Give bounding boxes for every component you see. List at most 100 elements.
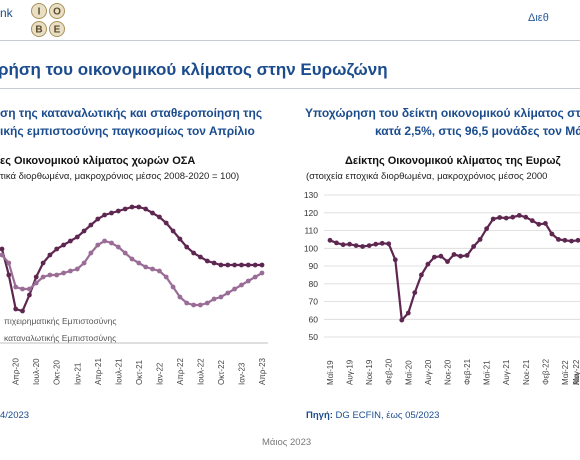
series-2-point bbox=[0, 252, 5, 258]
series-2-point bbox=[252, 274, 258, 280]
series-1-point bbox=[163, 220, 169, 226]
series-2-point bbox=[27, 286, 32, 292]
series-2-point bbox=[40, 274, 46, 280]
x-tick-label: Ιουλ-21 bbox=[114, 358, 123, 385]
x-tick-label: Ιαν-22 bbox=[155, 362, 164, 385]
x-tick-label: Οκτ-22 bbox=[217, 359, 226, 384]
series-1-point bbox=[68, 238, 73, 244]
series-1-point bbox=[20, 308, 25, 314]
esi-point bbox=[536, 221, 542, 227]
brand-name-fragment: nk bbox=[0, 6, 13, 20]
series-1-point bbox=[81, 228, 87, 234]
series-1-point bbox=[198, 254, 203, 260]
series-1-point bbox=[157, 214, 162, 220]
series-2-point bbox=[20, 286, 25, 292]
esi-point bbox=[477, 237, 483, 242]
x-tick-label: Φεβ-20 bbox=[385, 358, 394, 385]
series-1-point bbox=[47, 252, 53, 258]
series-2-point bbox=[245, 278, 251, 284]
series-1-point bbox=[136, 204, 142, 210]
esi-point bbox=[556, 237, 561, 242]
x-tick-label: Αυγ-22 bbox=[572, 359, 580, 385]
series-2-point bbox=[143, 264, 149, 270]
series-2-point bbox=[81, 260, 87, 266]
esi-point bbox=[334, 240, 339, 246]
x-tick-label: Απρ-22 bbox=[176, 357, 185, 385]
iobe-logo: Ι Ο Β Ε bbox=[31, 3, 65, 37]
series-2-point bbox=[74, 266, 80, 272]
esi-point bbox=[366, 243, 372, 248]
series-1-point bbox=[245, 262, 251, 268]
series-1-point bbox=[143, 206, 149, 212]
series-2-point bbox=[204, 300, 210, 306]
series-2-point bbox=[102, 238, 107, 244]
esi-point bbox=[471, 244, 476, 249]
esi-point bbox=[392, 257, 398, 263]
series-1-point bbox=[232, 262, 238, 268]
series-1-point bbox=[170, 228, 176, 234]
x-tick-label: Αυγ-21 bbox=[502, 359, 511, 385]
title-divider bbox=[0, 88, 580, 89]
series-2-point bbox=[218, 294, 224, 300]
esi-point bbox=[543, 221, 548, 226]
esi-point bbox=[464, 253, 470, 258]
series-2-point bbox=[211, 296, 217, 302]
series-2-point bbox=[163, 274, 169, 280]
series-1-point bbox=[129, 204, 135, 210]
esi-point bbox=[575, 237, 580, 243]
right-source-label: Πηγή: bbox=[306, 410, 333, 421]
esi-point bbox=[425, 261, 431, 267]
x-tick-label: Φεβ-21 bbox=[463, 358, 472, 385]
esi-series-line bbox=[329, 214, 579, 323]
esi-point bbox=[451, 252, 457, 257]
right-subtitle: Υποχώρηση του δείκτη οικονομικού κλίματο… bbox=[305, 104, 580, 140]
y-tick-label: 50 bbox=[309, 332, 319, 342]
series-2-point bbox=[47, 272, 53, 278]
series-1-point bbox=[6, 272, 12, 278]
series-1-point bbox=[204, 258, 210, 264]
x-tick-label: Ιουλ-20 bbox=[32, 358, 41, 385]
right-source: Πηγή: DG ECFIN, έως 05/2023 bbox=[306, 410, 439, 421]
series-2-point bbox=[225, 290, 231, 296]
x-tick-label: Οκτ-21 bbox=[135, 359, 144, 384]
x-tick-label: Νοε-20 bbox=[444, 359, 453, 385]
series-2-point bbox=[33, 280, 39, 286]
series-2-point bbox=[170, 284, 176, 290]
esi-point bbox=[386, 241, 392, 247]
x-tick-label: Ιουλ-22 bbox=[196, 358, 205, 385]
series-2-point bbox=[6, 260, 12, 266]
series-1-point bbox=[74, 234, 80, 240]
series-2-point bbox=[122, 250, 128, 256]
x-tick-label: Φεβ-22 bbox=[541, 358, 550, 385]
series-2-point bbox=[150, 266, 155, 272]
x-tick-label: Ιαν-23 bbox=[238, 362, 247, 385]
left-chart-title: ες Οικονομικού κλίματος χωρών ΟΣΑ bbox=[0, 155, 196, 167]
esi-point bbox=[516, 213, 522, 218]
esi-point bbox=[432, 254, 437, 260]
x-tick-label: Απρ-23 bbox=[258, 357, 267, 385]
x-tick-label: Μα bbox=[572, 373, 580, 385]
x-tick-label: Νοε-21 bbox=[522, 359, 531, 385]
series-2-point bbox=[136, 260, 142, 266]
esi-point bbox=[438, 253, 444, 259]
series-1-point bbox=[225, 262, 231, 268]
series-1-point bbox=[95, 216, 101, 222]
esi-point bbox=[510, 214, 516, 220]
svg-text:Ι: Ι bbox=[38, 7, 41, 18]
x-tick-label: Μαϊ-22 bbox=[561, 360, 570, 385]
esi-point bbox=[373, 241, 379, 247]
esi-point bbox=[549, 231, 555, 237]
esi-point bbox=[412, 290, 418, 295]
esi-point bbox=[484, 226, 489, 232]
series-2-point bbox=[198, 302, 203, 308]
series-2-point bbox=[109, 240, 114, 246]
page-title: ρήση του οικονομικού κλίματος στην Ευρωζ… bbox=[0, 60, 388, 79]
left-chart-note: τικά διορθωμένα, μακροχρόνιος μέσος 2008… bbox=[0, 171, 240, 182]
series-2-point bbox=[95, 242, 101, 248]
right-subtitle-line2: κατά 2,5%, στις 96,5 μονάδες τον Μά bbox=[375, 124, 580, 138]
svg-text:Ε: Ε bbox=[54, 25, 61, 36]
x-tick-label: Μαϊ-20 bbox=[404, 360, 413, 385]
y-tick-label: 80 bbox=[309, 279, 319, 289]
right-chart-title: Δείκτης Οικονομικού κλίματος της Ευρωζ bbox=[345, 155, 561, 167]
series-2-point bbox=[13, 284, 19, 290]
